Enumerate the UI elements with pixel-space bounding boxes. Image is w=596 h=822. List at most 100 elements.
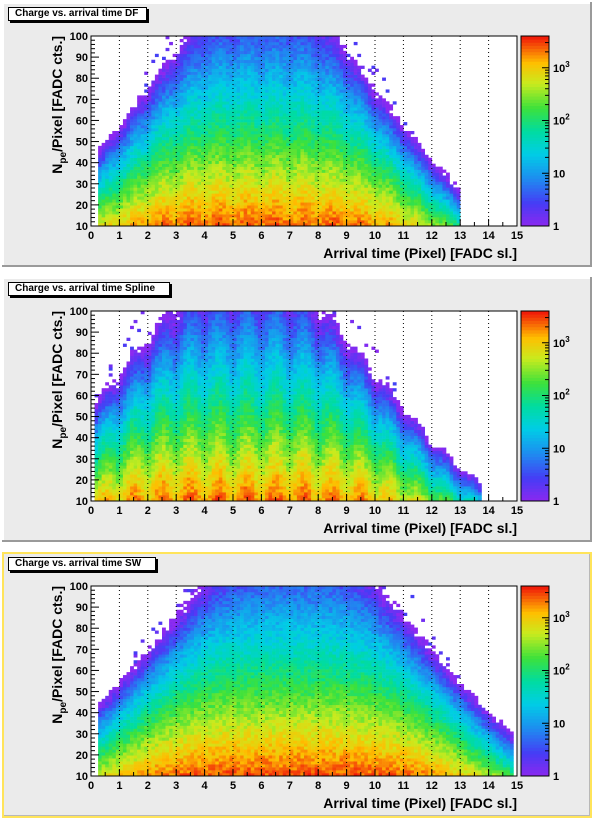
heatmap-cell [293, 214, 298, 218]
heatmap-cell [197, 145, 202, 150]
heatmap-cell [176, 133, 181, 138]
heatmap-cell [197, 56, 202, 61]
heatmap-cell [293, 53, 298, 58]
heatmap-cell [268, 184, 273, 188]
heatmap-cell [229, 41, 234, 46]
heatmap-cell [282, 86, 287, 90]
heatmap-cell [282, 223, 287, 227]
heatmap-cell [353, 145, 358, 150]
heatmap-cell [385, 172, 390, 176]
heatmap-cell [254, 98, 259, 102]
heatmap-cell [151, 211, 156, 215]
heatmap-cell [314, 205, 319, 209]
heatmap-cell [126, 220, 131, 224]
heatmap-cell [137, 95, 141, 99]
heatmap-cell [396, 145, 401, 150]
heatmap-cell [300, 41, 305, 46]
heatmap-cell [410, 202, 415, 206]
heatmap-cell [240, 41, 244, 46]
heatmap-cell [108, 199, 113, 203]
heatmap-cell [321, 92, 326, 96]
heatmap-cell [378, 184, 383, 188]
heatmap-cell [215, 163, 220, 167]
heatmap-cell [165, 166, 170, 170]
heatmap-cell [346, 169, 351, 173]
heatmap-cell [424, 187, 429, 191]
heatmap-cell [275, 47, 280, 52]
heatmap-cell [126, 217, 131, 221]
heatmap-cell [154, 166, 159, 170]
heatmap-cells [98, 36, 461, 227]
heatmap-cell [279, 128, 283, 132]
heatmap-cell [176, 110, 181, 114]
heatmap-cell [162, 175, 166, 179]
heatmap-cell [112, 193, 117, 197]
heatmap-cell [435, 214, 440, 218]
heatmap-cell [172, 187, 177, 191]
heatmap-cell [101, 181, 106, 185]
heatmap-cell [215, 113, 220, 117]
heatmap-cell [115, 154, 120, 159]
heatmap-cell [300, 208, 305, 212]
heatmap-cell [357, 220, 362, 224]
heatmap-cell [304, 95, 308, 99]
heatmap-cell [215, 187, 220, 191]
heatmap-cell [314, 136, 319, 141]
heatmap-cell [339, 128, 344, 132]
heatmap-cell [389, 151, 394, 156]
heatmap-cell [236, 41, 241, 46]
heatmap-cell [272, 157, 276, 161]
heatmap-cell [328, 116, 333, 120]
heatmap-cell [314, 41, 319, 46]
heatmap-cell [151, 205, 156, 209]
heatmap-cell [335, 89, 340, 93]
heatmap-cell [108, 193, 113, 197]
heatmap-cell [343, 80, 347, 84]
heatmap-cell [169, 196, 173, 200]
heatmap-cell [296, 104, 301, 108]
heatmap-cell [328, 157, 333, 161]
heatmap-cell [417, 214, 422, 218]
heatmap-cell [399, 220, 404, 224]
heatmap-cell [282, 220, 287, 224]
heatmap-cell [204, 181, 209, 185]
heatmap-cell [169, 77, 173, 81]
heatmap-cell [371, 119, 376, 123]
heatmap-cell [225, 41, 230, 46]
heatmap-cell [304, 181, 308, 185]
heatmap-cell [193, 190, 198, 194]
heatmap-cell [268, 50, 273, 55]
heatmap-cell [176, 190, 181, 194]
heatmap-cell [357, 196, 362, 200]
heatmap-cell [208, 208, 212, 212]
heatmap-cell [204, 71, 209, 75]
heatmap-cell [403, 160, 408, 164]
heatmap-cell [275, 145, 280, 150]
heatmap-cell [296, 110, 301, 114]
heatmap-cell [133, 202, 138, 206]
heatmap-cell [112, 187, 117, 191]
heatmap-cell [389, 208, 394, 212]
heatmap-cell [311, 50, 315, 55]
heatmap-cell [264, 175, 269, 179]
heatmap-cell [186, 92, 191, 96]
heatmap-cell [211, 36, 216, 40]
heatmap-cell [293, 169, 298, 173]
heatmap-cell [254, 223, 259, 227]
heatmap-cell [250, 211, 255, 215]
heatmap-cell [311, 95, 315, 99]
heatmap-cell [108, 142, 113, 147]
heatmap-cell [183, 184, 188, 188]
heatmap-cell [208, 169, 212, 173]
heatmap-cell [414, 136, 418, 141]
heatmap-cell [130, 128, 134, 132]
heatmap-cell [236, 142, 241, 147]
heatmap-cell [406, 148, 411, 153]
heatmap-cell [406, 196, 411, 200]
heatmap-cell [243, 181, 248, 185]
heatmap-cell [371, 202, 376, 206]
heatmap-cell [179, 154, 184, 159]
heatmap-cell [325, 181, 330, 185]
heatmap-cell [321, 68, 326, 72]
heatmap-cell [321, 44, 326, 49]
